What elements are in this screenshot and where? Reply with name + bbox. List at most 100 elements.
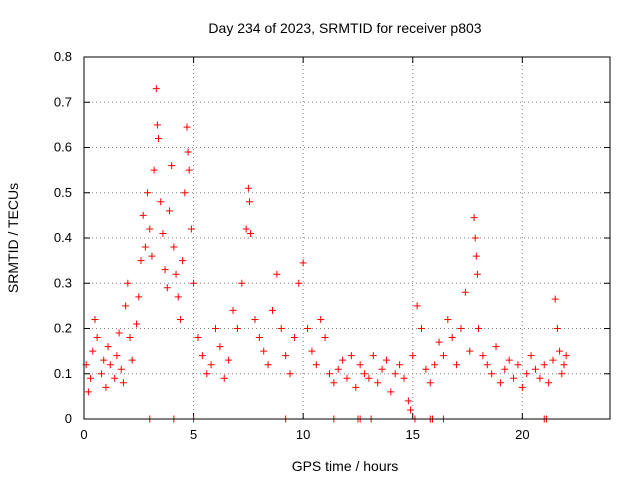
data-point-srmtid bbox=[124, 279, 132, 287]
data-point-srmtid bbox=[273, 270, 281, 278]
data-point-srmtid bbox=[93, 334, 101, 342]
data-point-srmtid bbox=[133, 320, 141, 328]
data-point-srmtid bbox=[137, 257, 145, 265]
y-tick-label: 0.3 bbox=[54, 275, 72, 290]
data-point-srmtid bbox=[479, 352, 487, 360]
data-point-srmtid bbox=[268, 306, 276, 314]
data-point-srmtid bbox=[473, 270, 481, 278]
data-point-srmtid bbox=[139, 211, 147, 219]
data-point-srmtid bbox=[157, 198, 165, 206]
data-point-srmtid bbox=[549, 356, 557, 364]
y-tick-label: 0.1 bbox=[54, 366, 72, 381]
data-point-srmtid bbox=[119, 379, 127, 387]
data-point-srmtid bbox=[435, 338, 443, 346]
data-point-srmtid bbox=[562, 352, 570, 360]
data-point-srmtid bbox=[391, 370, 399, 378]
data-point-srmtid bbox=[299, 259, 307, 267]
data-point-srmtid bbox=[117, 365, 125, 373]
data-point-srmtid bbox=[104, 343, 112, 351]
data-point-srmtid bbox=[453, 361, 461, 369]
data-point-srmtid bbox=[212, 325, 219, 332]
data-point-srmtid bbox=[418, 325, 426, 332]
data-point-srmtid bbox=[483, 361, 491, 369]
chart-title: Day 234 of 2023, SRMTID for receiver p80… bbox=[208, 20, 481, 36]
data-point-srmtid bbox=[365, 374, 373, 382]
data-point-srmtid bbox=[475, 325, 482, 332]
data-point-srmtid bbox=[168, 162, 176, 170]
data-point-srmtid bbox=[198, 352, 206, 360]
data-point-srmtid bbox=[492, 343, 500, 351]
y-axis-label: SRMTID / TECUs bbox=[5, 183, 21, 293]
data-point-srmtid bbox=[413, 302, 421, 310]
data-point-srmtid bbox=[536, 374, 544, 382]
y-tick-label: 0.2 bbox=[54, 321, 72, 336]
plot-frame bbox=[83, 56, 611, 420]
data-point-srmtid bbox=[426, 379, 434, 387]
data-point-srmtid bbox=[146, 225, 154, 233]
data-point-srmtid bbox=[260, 347, 268, 355]
data-point-srmtid bbox=[225, 356, 233, 364]
grid-lines bbox=[84, 57, 610, 419]
y-tick-label: 0.7 bbox=[54, 94, 72, 109]
data-point-srmtid bbox=[163, 284, 171, 292]
data-point-srmtid bbox=[141, 243, 149, 251]
data-point-srmtid bbox=[556, 347, 564, 355]
data-point-srmtid bbox=[194, 334, 202, 342]
data-point-srmtid bbox=[422, 365, 430, 373]
data-point-srmtid bbox=[102, 383, 110, 391]
data-point-srmtid bbox=[404, 397, 412, 405]
data-point-srmtid bbox=[89, 347, 97, 355]
data-point-srmtid bbox=[251, 315, 259, 323]
data-point-srmtid bbox=[407, 406, 415, 414]
data-point-srmtid bbox=[558, 370, 566, 378]
data-point-srmtid bbox=[207, 361, 215, 369]
data-point-srmtid bbox=[122, 302, 130, 310]
data-point-srmtid bbox=[255, 334, 263, 342]
data-point-srmtid bbox=[155, 134, 163, 142]
y-tick-label: 0.8 bbox=[54, 49, 72, 64]
x-tick-label: 5 bbox=[190, 427, 197, 442]
data-point-srmtid bbox=[87, 374, 95, 382]
data-point-srmtid bbox=[165, 207, 173, 215]
data-point-srmtid bbox=[153, 121, 161, 129]
data-point-srmtid bbox=[229, 306, 237, 314]
data-point-srmtid bbox=[431, 361, 439, 369]
data-point-srmtid bbox=[369, 352, 377, 360]
data-point-srmtid bbox=[91, 315, 99, 323]
data-point-srmtid bbox=[560, 361, 568, 369]
data-point-srmtid bbox=[387, 388, 395, 396]
data-point-srmtid bbox=[150, 166, 158, 174]
data-point-srmtid bbox=[343, 374, 351, 382]
data-point-srmtid bbox=[347, 352, 355, 360]
data-point-srmtid bbox=[286, 370, 294, 378]
y-tick-label: 0.4 bbox=[54, 230, 72, 245]
data-point-srmtid bbox=[356, 361, 364, 369]
data-point-srmtid bbox=[330, 379, 338, 387]
data-point-srmtid bbox=[457, 325, 465, 332]
data-point-srmtid bbox=[216, 343, 224, 351]
data-point-srmtid bbox=[470, 214, 478, 222]
data-point-srmtid bbox=[244, 184, 252, 192]
data-point-srmtid bbox=[179, 257, 187, 265]
data-point-srmtid bbox=[264, 361, 272, 369]
data-point-srmtid bbox=[339, 356, 347, 364]
data-point-srmtid bbox=[135, 293, 143, 301]
data-point-srmtid bbox=[553, 325, 561, 332]
data-point-srmtid bbox=[170, 243, 178, 251]
data-point-srmtid bbox=[98, 370, 106, 378]
data-point-srmtid bbox=[545, 379, 553, 387]
data-point-srmtid bbox=[106, 361, 114, 369]
y-tick-label: 0 bbox=[65, 411, 72, 426]
data-point-srmtid bbox=[100, 356, 108, 364]
data-point-srmtid bbox=[466, 347, 474, 355]
data-point-srmtid bbox=[181, 189, 189, 197]
data-point-srmtid bbox=[527, 352, 535, 360]
data-point-srmtid bbox=[84, 388, 92, 396]
data-point-srmtid bbox=[518, 383, 526, 391]
data-point-srmtid bbox=[400, 374, 408, 382]
data-point-srmtid bbox=[282, 352, 290, 360]
data-point-srmtid bbox=[308, 347, 316, 355]
data-point-srmtid bbox=[501, 365, 509, 373]
data-point-srmtid bbox=[471, 234, 479, 242]
data-point-srmtid bbox=[378, 365, 386, 373]
